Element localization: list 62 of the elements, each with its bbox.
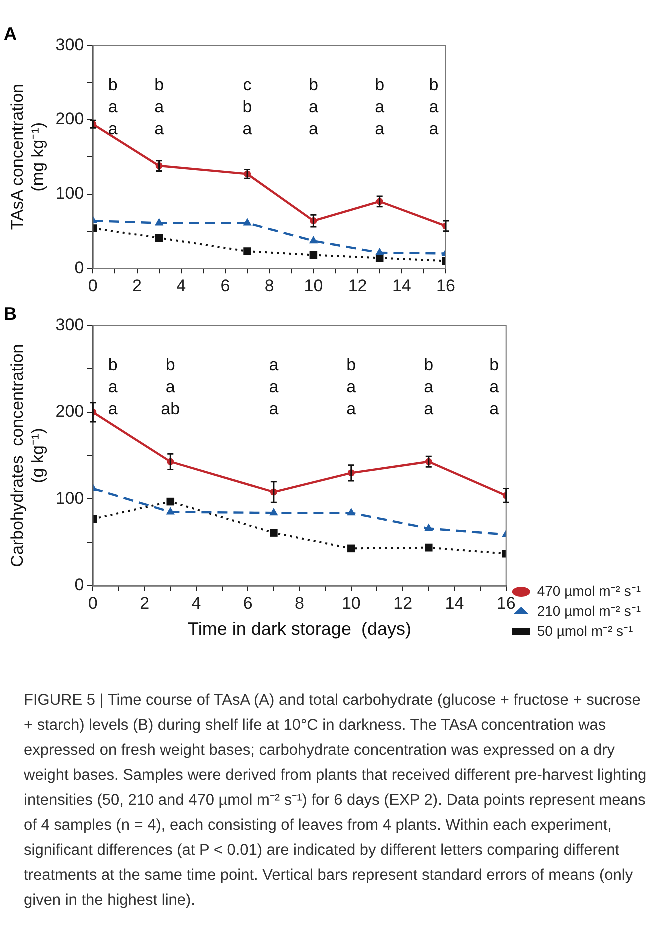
y-tick-label: 200 — [56, 110, 84, 129]
point — [270, 529, 278, 537]
annotation: b a a — [108, 355, 118, 418]
x-tick-label: 16 — [496, 594, 516, 613]
x-tick-label: 14 — [392, 276, 412, 296]
y-tick-label: 100 — [56, 488, 84, 508]
point — [347, 508, 356, 516]
x-tick-label: 2 — [132, 276, 142, 296]
y-axis-title: Carbohydrates concentration (g kg⁻¹) — [8, 344, 48, 568]
chart-title: B — [4, 304, 17, 324]
x-axis-title: Time in dark storage (days) — [188, 619, 412, 640]
point — [155, 234, 164, 242]
annotation: b a a — [429, 75, 440, 138]
annotation: a a a — [269, 355, 280, 418]
annotation: b a a — [346, 355, 357, 418]
x-tick-label: 4 — [192, 594, 202, 613]
legend-label: 50 µmol m⁻² s⁻¹ — [537, 622, 634, 639]
x-tick-label: 16 — [436, 276, 456, 296]
x-tick-label: 0 — [88, 594, 98, 613]
y-tick-label: 300 — [56, 315, 84, 334]
annotation: b a a — [108, 75, 118, 138]
text: FIGURE 5 | Time course of TAsA (A) and total carbohydrate (glucose + fructose + sucrose + starch) levels (B) during shelf life at 10°C in darkness. The TAsA concentration was expressed on fresh weight bases; carbohydrate concentration was expressed on a dry weight bases. Samples were derived from plants that received different pre-harvest lighting intensities (50, 210 and 470 µmol m⁻² s⁻¹) for 6 days (EXP 2). Data points represent means of 4 samples (n = 4), each consisting of leaves from 4 plants. Within each experiment, significant differences (at P < 0.01) are indicated by different letters comparing different treatments at the same time point. Vertical bars represent standard errors of means (only given in the highest line). — [24, 692, 647, 909]
point — [424, 524, 434, 532]
point — [270, 508, 278, 516]
annotation: b a a — [375, 75, 386, 138]
x-tick-label: 12 — [348, 276, 368, 296]
point — [166, 498, 175, 506]
chart-title: A — [4, 24, 17, 44]
x-tick-label: 0 — [88, 276, 98, 296]
y-axis-title: TAsA concentration (mg kg⁻¹) — [8, 84, 48, 230]
x-tick-label: 8 — [295, 594, 304, 613]
x-tick-label: 14 — [445, 594, 464, 613]
x-tick-label: 12 — [394, 594, 413, 613]
point — [243, 218, 252, 226]
x-tick-label: 10 — [304, 276, 324, 296]
point — [166, 507, 175, 515]
annotation: b a a — [490, 355, 500, 418]
y-tick-label: 0 — [74, 576, 84, 595]
legend-label: 470 µmol m⁻² s⁻¹ — [537, 582, 642, 599]
annotation: c b a — [242, 75, 253, 138]
point — [309, 236, 318, 244]
x-tick-label: 4 — [176, 276, 186, 296]
x-tick-label: 6 — [243, 594, 253, 613]
legend-label: 210 µmol m⁻² s⁻¹ — [537, 602, 642, 619]
y-tick-label: 200 — [56, 402, 84, 422]
point — [425, 544, 433, 552]
y-tick-label: 100 — [56, 184, 84, 203]
point — [244, 248, 252, 256]
point — [154, 218, 164, 226]
point — [310, 251, 318, 260]
x-tick-label: 10 — [342, 594, 361, 613]
point — [376, 248, 384, 256]
annotation: b a a — [424, 355, 434, 418]
y-tick-label: 0 — [74, 258, 84, 278]
x-tick-label: 2 — [140, 594, 150, 613]
point — [348, 544, 356, 553]
annotation: b a a — [154, 75, 165, 138]
annotation: b a a — [308, 75, 319, 138]
x-tick-label: 6 — [220, 276, 230, 296]
x-tick-label: 8 — [264, 276, 274, 296]
annotation: b a ab — [161, 355, 180, 418]
y-tick-label: 300 — [56, 35, 84, 54]
